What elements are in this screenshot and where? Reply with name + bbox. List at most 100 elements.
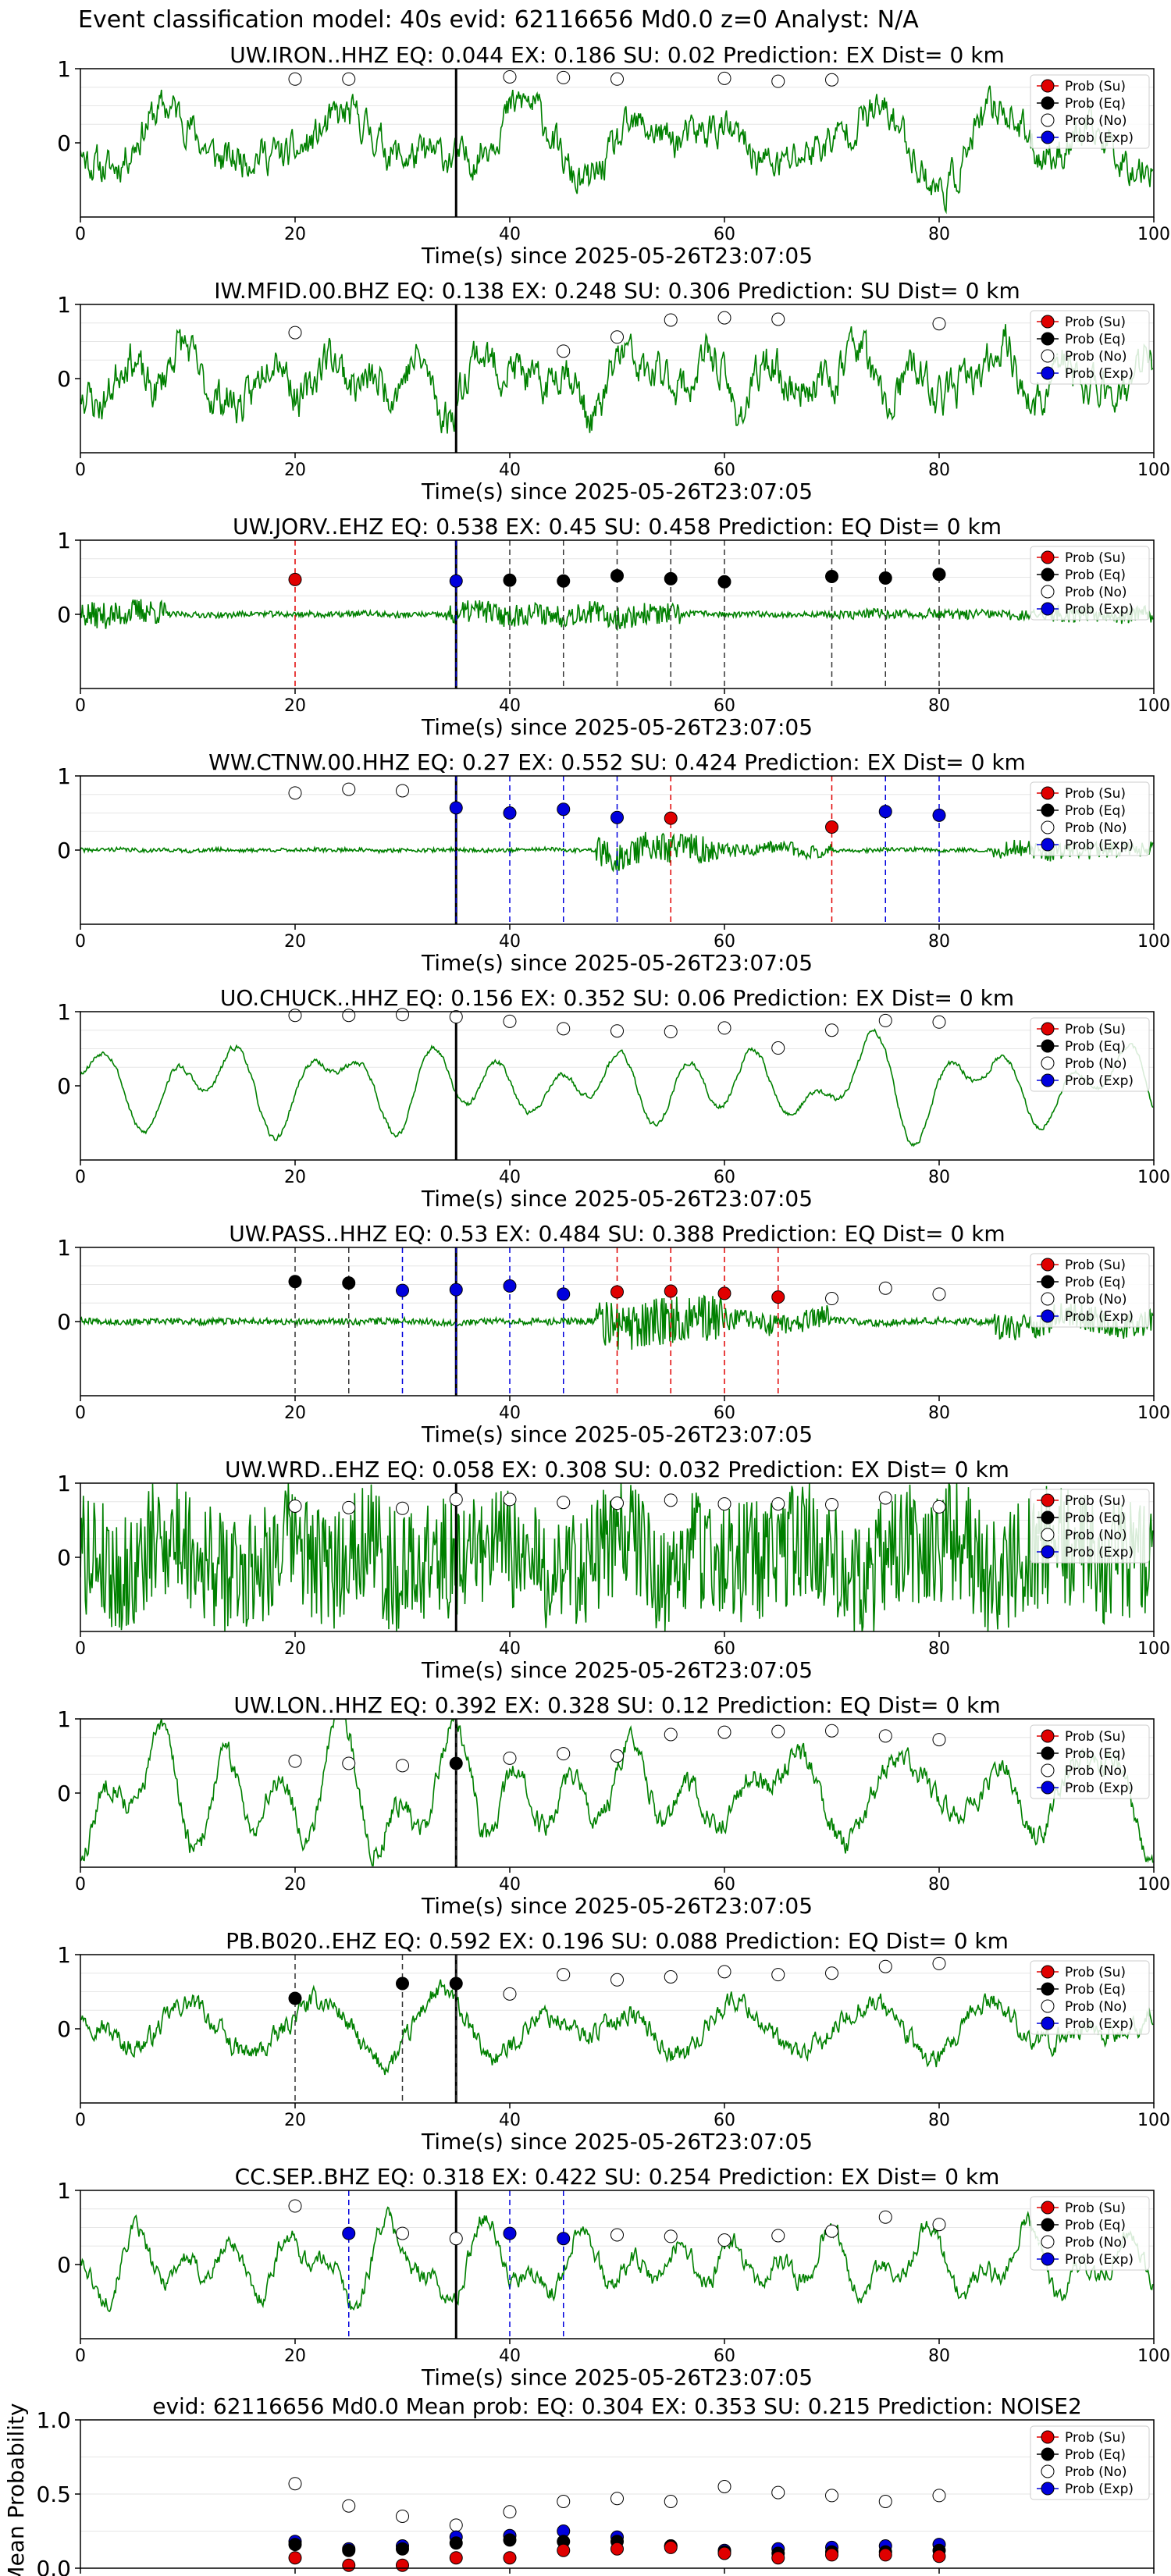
panel-1-title: UW.IRON..HHZ EQ: 0.044 EX: 0.186 SU: 0.0… — [230, 42, 1004, 68]
panel-8-legend — [1030, 1724, 1150, 1799]
panel-5-point-no — [610, 1024, 624, 1038]
panel-6-point-no — [932, 1287, 946, 1301]
panel-4-point-su — [825, 820, 838, 834]
panel-6-legend-label-no: Prob (No) — [1065, 1292, 1127, 1308]
panel-8-point-eq — [449, 1756, 463, 1770]
panel-4-waveform — [80, 831, 1154, 873]
panel-11-legend-label-exp: Prob (Exp) — [1065, 2482, 1134, 2497]
panel-7-point-no — [717, 1497, 731, 1511]
panel-4-xtick-label: 100 — [1137, 932, 1170, 952]
panel-2-point-no — [288, 326, 302, 340]
panel-9-xtick-label: 60 — [714, 2111, 735, 2130]
panel-3-legend-label-exp: Prob (Exp) — [1065, 602, 1134, 617]
panel-3-xtick-label: 80 — [928, 696, 950, 716]
panel-4-point-exp — [503, 806, 517, 820]
panel-2-xtick-label: 0 — [75, 461, 86, 480]
panel-8-waveform — [80, 1719, 1154, 1866]
panel-9-ytick-label: 1 — [57, 1942, 71, 1968]
panel-1-legend-marker-su — [1041, 79, 1055, 93]
panel-2-point-no — [932, 317, 946, 331]
panel-2-xtick-label: 20 — [284, 461, 306, 480]
panel-4-xtick-label: 40 — [499, 932, 521, 952]
panel-5-legend — [1030, 1017, 1150, 1092]
panel-11-point-no — [825, 2489, 838, 2503]
panel-7-xlabel: Time(s) since 2025-05-26T23:07:05 — [421, 1657, 813, 1683]
panel-1-xlabel: Time(s) since 2025-05-26T23:07:05 — [421, 243, 813, 269]
panel-7-point-no — [664, 1493, 678, 1507]
panel-11-legend-marker-su — [1041, 2430, 1055, 2444]
panel-8-point-no — [503, 1751, 517, 1765]
panel-6-title: UW.PASS..HHZ EQ: 0.53 EX: 0.484 SU: 0.38… — [229, 1221, 1005, 1247]
panel-8-point-no — [288, 1754, 302, 1768]
panel-2-legend-label-eq: Prob (Eq) — [1065, 332, 1126, 347]
panel-4-legend-marker-su — [1041, 786, 1055, 800]
panel-5-legend-marker-su — [1041, 1022, 1055, 1036]
panel-9-point-no — [717, 1965, 731, 1979]
panel-7-title: UW.WRD..EHZ EQ: 0.058 EX: 0.308 SU: 0.03… — [225, 1457, 1009, 1482]
panel-6-legend-label-eq: Prob (Eq) — [1065, 1275, 1126, 1290]
panel-10-legend-marker-su — [1041, 2201, 1055, 2215]
panel-6-legend — [1030, 1253, 1150, 1328]
panel-11-point-eq — [503, 2533, 517, 2547]
panel-4-point-no — [288, 786, 302, 800]
panel-2-xtick-label: 60 — [714, 461, 735, 480]
panel-10-xtick-label: 80 — [928, 2347, 950, 2366]
panel-5-xtick-label: 60 — [714, 1168, 735, 1187]
panel-7: UW.WRD..EHZ EQ: 0.058 EX: 0.308 SU: 0.03… — [57, 1457, 1170, 1683]
panel-8-point-no — [664, 1727, 678, 1742]
panel-7-point-no — [878, 1491, 892, 1505]
panel-4-point-exp — [878, 805, 892, 819]
panel-3-xtick-label: 100 — [1137, 696, 1170, 716]
panel-10-point-no — [878, 2210, 892, 2224]
panel-5-xtick-label: 100 — [1137, 1168, 1170, 1187]
panel-8-xlabel: Time(s) since 2025-05-26T23:07:05 — [421, 1893, 813, 1919]
panel-10-legend-label-exp: Prob (Exp) — [1065, 2252, 1134, 2268]
panel-11-point-eq — [449, 2536, 463, 2550]
panel-10-frame — [80, 2190, 1155, 2339]
panel-9-ytick-label: 0 — [57, 2016, 71, 2042]
panel-9-waveform — [80, 1979, 1154, 2076]
panel-5: UO.CHUCK..HHZ EQ: 0.156 EX: 0.352 SU: 0.… — [57, 985, 1170, 1212]
panel-5-point-no — [288, 1009, 302, 1023]
panel-6-xtick-label: 40 — [499, 1404, 521, 1423]
panel-5-legend-marker-no — [1041, 1056, 1055, 1070]
panel-4-legend-marker-no — [1041, 820, 1055, 834]
panel-10-legend-marker-no — [1041, 2235, 1055, 2249]
panel-10-xtick-label: 20 — [284, 2347, 306, 2366]
panel-8-point-no — [878, 1729, 892, 1743]
panel-7-point-no — [557, 1496, 571, 1510]
panel-9-legend-marker-su — [1041, 1965, 1055, 1979]
panel-5-point-no — [932, 1015, 946, 1029]
panel-1-xtick-label: 0 — [75, 225, 86, 244]
panel-8-point-no — [610, 1749, 624, 1763]
panel-5-legend-label-exp: Prob (Exp) — [1065, 1073, 1134, 1089]
panel-10-legend-marker-eq — [1041, 2218, 1055, 2232]
panel-6-point-eq — [342, 1276, 356, 1290]
panel-11-point-su — [878, 2548, 892, 2562]
figure-suptitle: Event classification model: 40s evid: 62… — [78, 6, 919, 34]
panel-4-legend — [1030, 781, 1150, 856]
panel-1-ytick-label: 0 — [57, 130, 71, 156]
panel-11-point-su — [771, 2551, 785, 2565]
panel-2-point-no — [610, 330, 624, 344]
panel-2-legend-marker-su — [1041, 315, 1055, 329]
panel-2-point-no — [664, 313, 678, 327]
panel-7-legend — [1030, 1489, 1150, 1564]
panel-3-point-eq — [878, 571, 892, 585]
panel-10-xlabel: Time(s) since 2025-05-26T23:07:05 — [421, 2364, 813, 2390]
panel-1-legend-label-su: Prob (Su) — [1065, 79, 1126, 94]
panel-5-point-no — [557, 1022, 571, 1036]
panel-1-legend-marker-exp — [1041, 130, 1055, 144]
panel-4-point-exp — [610, 810, 624, 824]
panel-5-xtick-label: 40 — [499, 1168, 521, 1187]
panel-11-ytick-label: 1.0 — [36, 2407, 71, 2433]
panel-8-point-no — [771, 1724, 785, 1738]
panel-1-frame — [80, 68, 1155, 218]
panel-3-legend-label-no: Prob (No) — [1065, 585, 1127, 600]
panel-8-point-no — [717, 1725, 731, 1739]
panel-11-point-no — [771, 2485, 785, 2500]
panel-7-point-no — [771, 1497, 785, 1511]
panel-8-legend-marker-su — [1041, 1729, 1055, 1743]
panel-2-legend — [1030, 310, 1150, 385]
